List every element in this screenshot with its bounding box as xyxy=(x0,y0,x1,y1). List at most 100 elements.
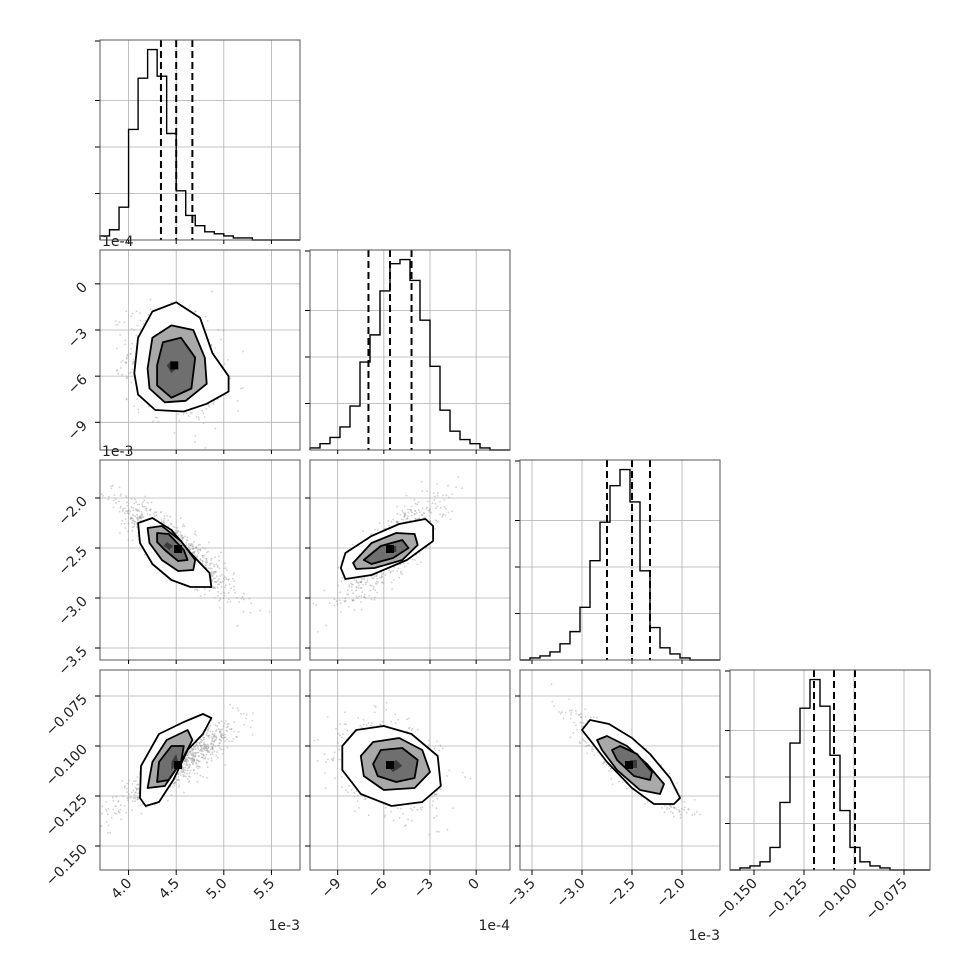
sample-point xyxy=(381,576,383,578)
sample-point xyxy=(225,578,228,581)
sample-point xyxy=(431,804,434,807)
sample-point xyxy=(212,744,215,746)
sample-point xyxy=(110,816,113,819)
sample-point xyxy=(184,759,187,762)
sample-point xyxy=(186,754,189,757)
sample-point xyxy=(339,723,341,725)
sample-point xyxy=(194,744,197,747)
sample-point xyxy=(237,731,240,733)
sample-point xyxy=(224,733,226,736)
sample-point xyxy=(139,517,142,519)
sample-point xyxy=(107,824,110,827)
sample-point xyxy=(216,751,218,753)
sample-point xyxy=(441,747,444,750)
sample-point xyxy=(188,756,190,759)
sample-point xyxy=(333,604,336,607)
sample-point xyxy=(141,516,144,519)
panel-frame xyxy=(99,249,301,451)
sample-point xyxy=(128,796,131,799)
sample-point xyxy=(423,512,425,515)
sample-point xyxy=(132,509,135,512)
sample-point xyxy=(186,772,188,775)
sample-point xyxy=(401,509,404,512)
sample-point xyxy=(370,721,373,724)
sample-point xyxy=(191,757,194,760)
sample-point xyxy=(177,530,180,532)
sample-point xyxy=(236,400,239,402)
sample-point xyxy=(678,809,680,811)
sample-point xyxy=(202,754,205,756)
sample-point xyxy=(204,593,206,596)
sample-point xyxy=(439,513,441,516)
sample-point xyxy=(195,762,198,765)
sample-point xyxy=(203,746,206,749)
sample-point xyxy=(211,575,214,577)
sample-point xyxy=(177,773,179,775)
sample-point xyxy=(105,810,108,812)
sample-point xyxy=(180,771,183,773)
sample-point xyxy=(141,505,144,508)
sample-point xyxy=(130,315,133,318)
sample-point xyxy=(360,601,362,603)
sample-point xyxy=(441,516,444,518)
sample-point xyxy=(379,723,382,726)
sample-point xyxy=(410,729,413,732)
sample-point xyxy=(353,609,356,611)
sample-point xyxy=(140,511,143,513)
sample-point xyxy=(431,502,434,505)
sample-point xyxy=(198,418,200,421)
sample-point xyxy=(190,747,193,750)
sample-point xyxy=(350,586,353,589)
sample-point xyxy=(351,598,354,601)
sample-point xyxy=(203,744,206,746)
sample-point xyxy=(207,745,210,748)
sample-point xyxy=(134,797,136,800)
sample-point xyxy=(130,348,133,350)
sample-point xyxy=(144,319,147,322)
sample-point xyxy=(226,726,228,729)
sample-point xyxy=(131,361,134,363)
sample-point xyxy=(185,544,188,546)
sample-point xyxy=(392,819,395,822)
sample-point xyxy=(359,581,362,583)
sample-point xyxy=(432,800,434,802)
sample-point xyxy=(137,796,140,799)
sample-point xyxy=(212,748,214,750)
sample-point xyxy=(134,780,137,782)
sample-point xyxy=(206,747,209,750)
sample-point xyxy=(436,797,438,800)
sample-point xyxy=(121,359,124,362)
sample-point xyxy=(114,320,117,322)
sample-point xyxy=(414,518,417,520)
sample-point xyxy=(195,547,198,549)
sample-point xyxy=(131,809,134,812)
sample-point xyxy=(461,487,464,490)
sample-point xyxy=(106,813,109,816)
sample-point xyxy=(208,734,211,736)
sample-point xyxy=(170,522,172,525)
sample-point xyxy=(403,516,406,519)
sample-point xyxy=(213,577,215,580)
sample-point xyxy=(427,739,430,742)
sample-point xyxy=(222,736,225,739)
sample-point xyxy=(441,514,444,517)
sample-point xyxy=(451,493,454,495)
sample-point xyxy=(138,515,141,518)
sample-point xyxy=(202,556,204,559)
sample-point xyxy=(360,726,363,729)
sample-point xyxy=(114,498,117,501)
sample-point xyxy=(134,791,137,794)
sample-point xyxy=(362,583,365,586)
sample-point xyxy=(330,758,333,760)
sample-point xyxy=(217,591,220,593)
sample-point xyxy=(188,757,191,760)
sample-point xyxy=(170,301,173,304)
sample-point xyxy=(206,761,209,764)
sample-point xyxy=(212,587,215,589)
sample-point xyxy=(377,581,379,584)
sample-point xyxy=(179,772,182,775)
sample-point xyxy=(678,810,681,813)
sample-point xyxy=(115,347,118,350)
contour-level-3 xyxy=(163,542,174,550)
histogram-panel-2 xyxy=(515,459,721,661)
